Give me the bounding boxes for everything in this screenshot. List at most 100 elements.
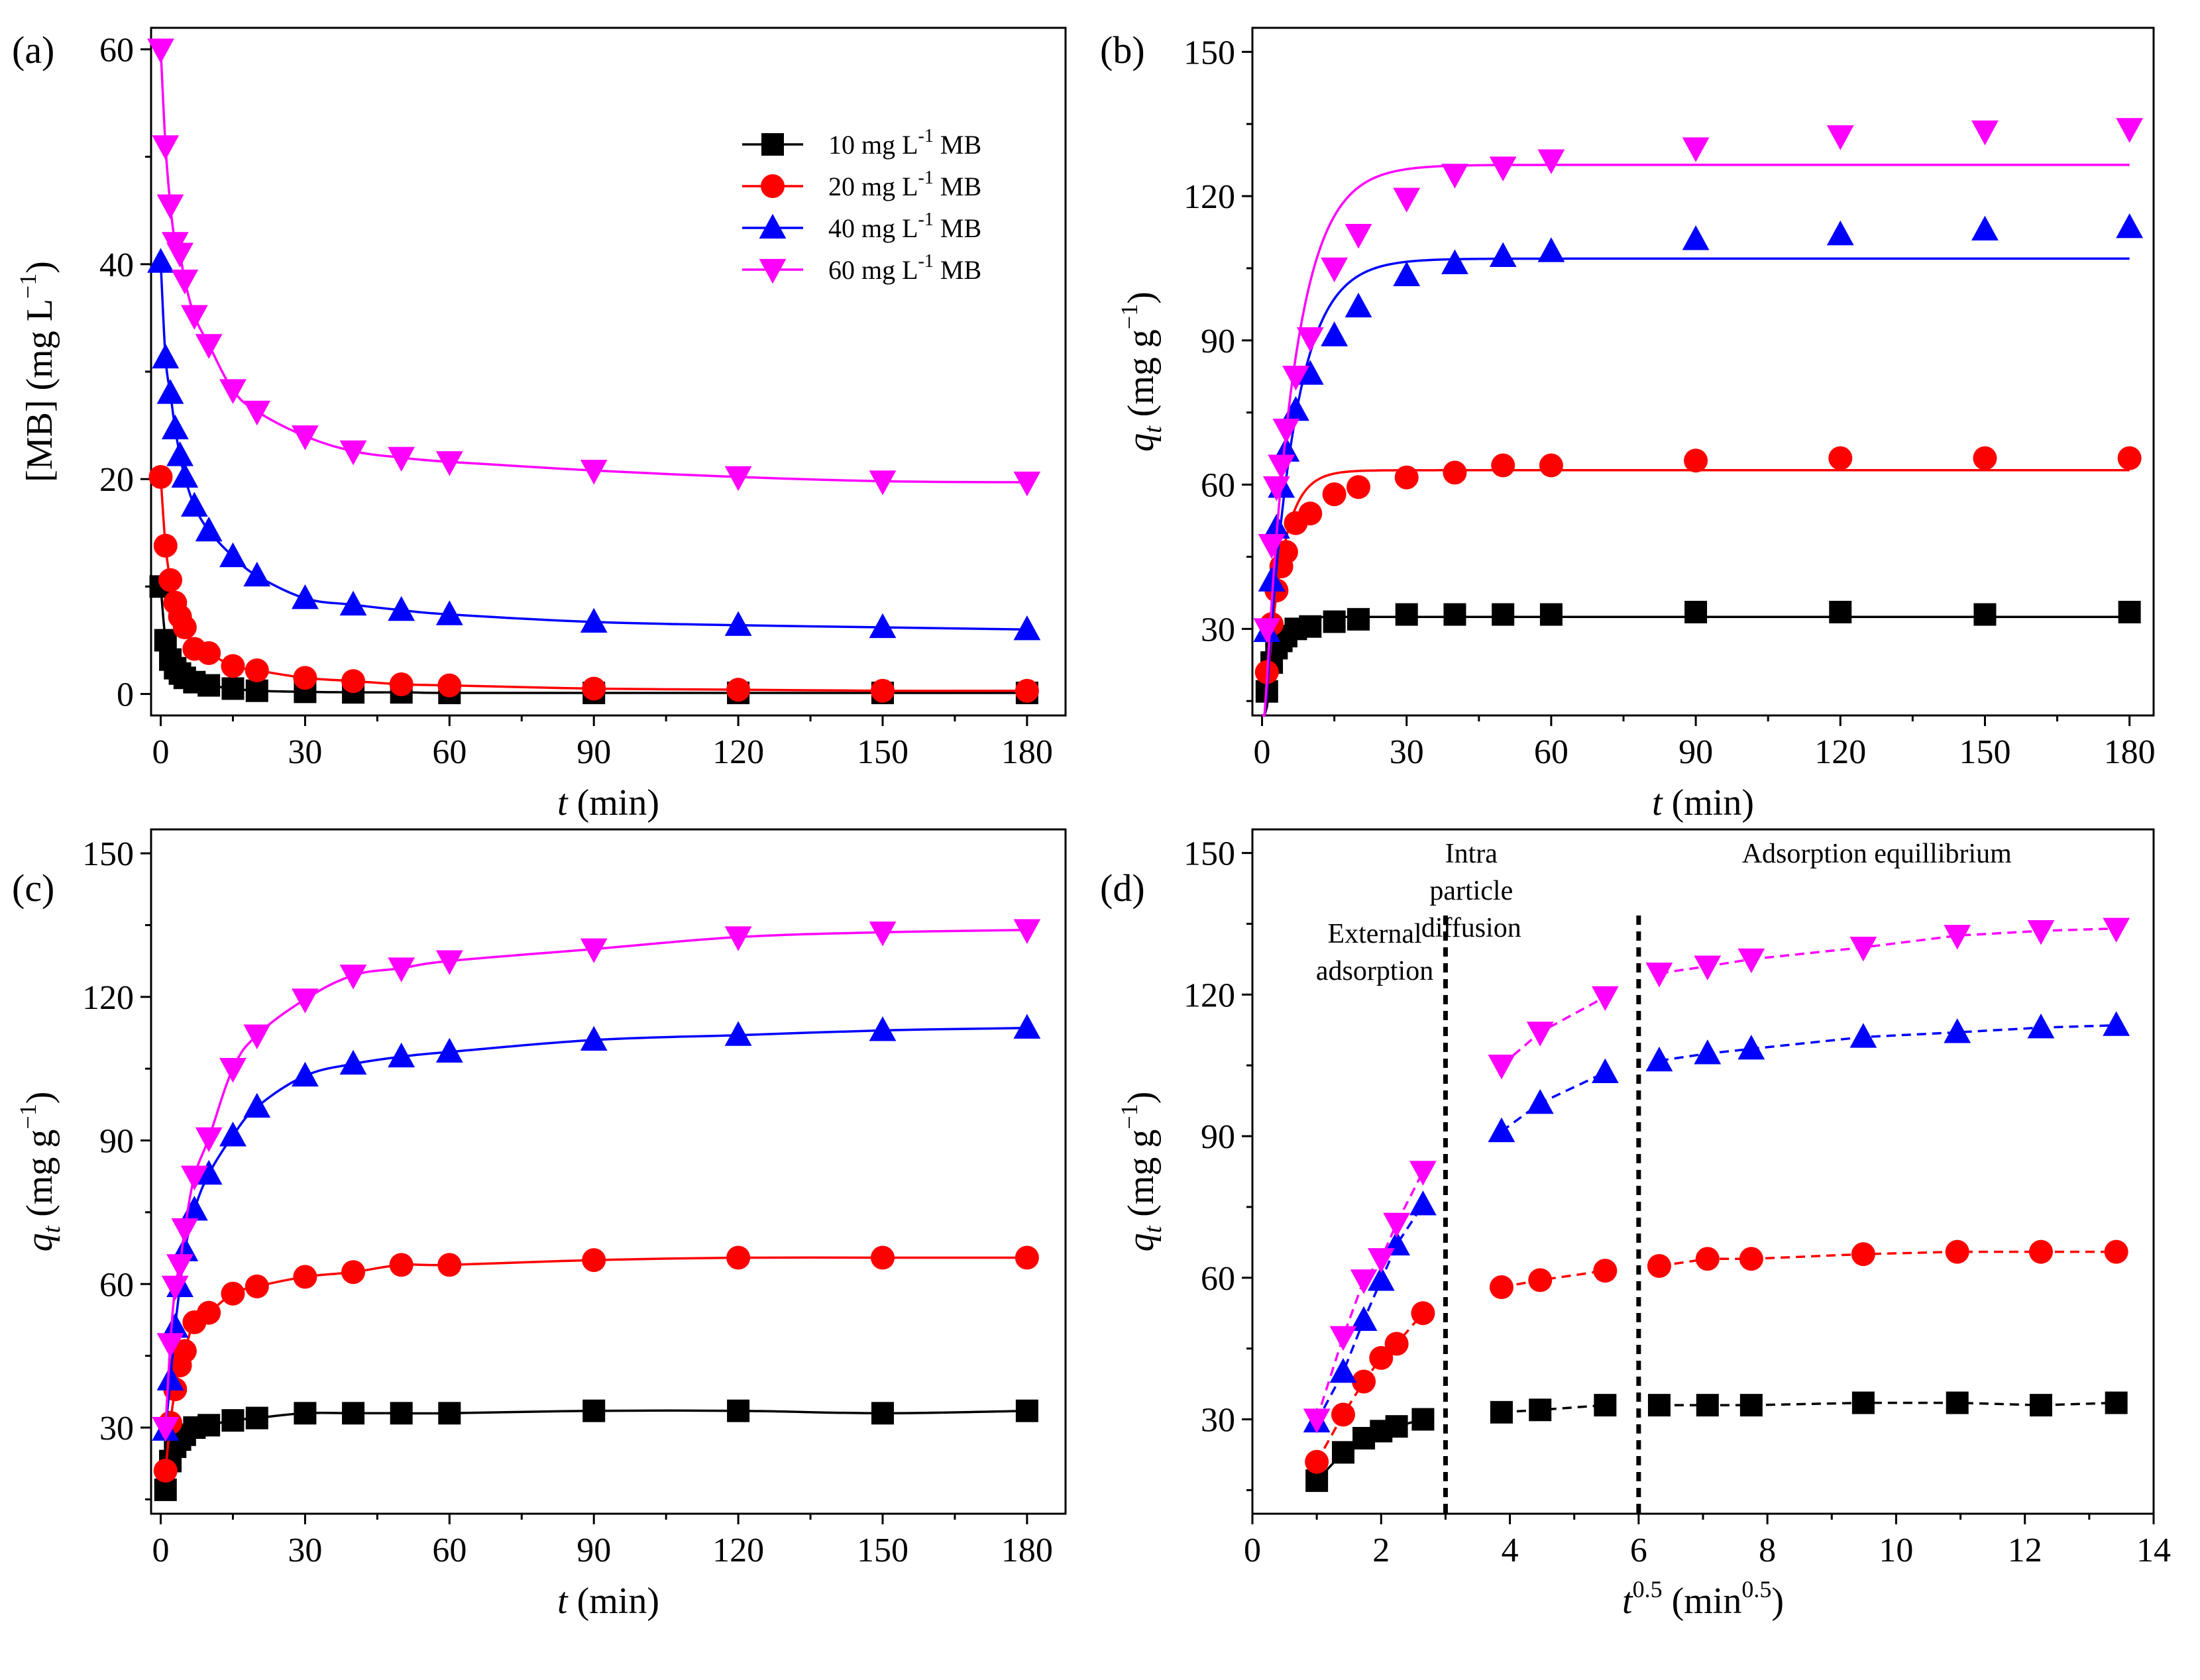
- data-point: [156, 1365, 184, 1391]
- plot-frame: [150, 828, 1067, 1515]
- data-point: [219, 379, 247, 404]
- y-tick-label: 90: [1201, 323, 1235, 360]
- fit-line-dashed: [1659, 927, 2117, 975]
- data-point: [219, 1122, 247, 1147]
- data-point: [1826, 220, 1854, 246]
- data-point: [869, 921, 897, 947]
- data-point: [195, 1127, 223, 1153]
- y-tick-label: 20: [99, 461, 134, 499]
- data-point: [2104, 1239, 2128, 1264]
- data-point: [1272, 418, 1300, 444]
- data-point: [1946, 1391, 1969, 1414]
- data-point: [1971, 120, 1999, 146]
- data-point: [582, 676, 606, 701]
- data-point: [435, 1037, 463, 1063]
- data-point: [1488, 1055, 1515, 1080]
- stage-annotation: Adsorption equillibrium: [1742, 839, 2012, 869]
- data-point: [1593, 1259, 1618, 1283]
- data-point: [1394, 465, 1419, 490]
- data-point: [1411, 1408, 1435, 1431]
- data-point: [869, 1016, 897, 1041]
- data-point: [1393, 261, 1421, 286]
- fit-curve: [1262, 164, 2130, 717]
- data-point: [1647, 1253, 1671, 1278]
- data-point: [1258, 534, 1286, 559]
- stage-annotation: Intra particle diffusion: [1421, 839, 1521, 943]
- data-point: [389, 672, 413, 696]
- data-point: [1647, 1394, 1671, 1417]
- data-point: [1393, 187, 1421, 213]
- data-point: [871, 1245, 895, 1270]
- data-point: [293, 1265, 317, 1289]
- data-point: [2118, 600, 2141, 623]
- panel-b: 0 30 60 90 120 150 180 30 60 90 120 150 t (min) qt (m…: [1100, 26, 2156, 823]
- y-axis-title: qt (mg g−1): [1116, 1092, 1167, 1252]
- panel-label: (d): [1100, 866, 1145, 910]
- fit-curve: [1262, 257, 2130, 717]
- data-point: [292, 1061, 319, 1087]
- series-1: [1305, 1391, 2128, 1493]
- data-point: [871, 1402, 894, 1425]
- series-4: [1303, 918, 2130, 1434]
- data-point: [1973, 446, 1997, 470]
- panel-d: 0 2 4 6 8 10 12 14 30 60 90 120 150 t0.5 (min0.5) qt (…: [1100, 828, 2171, 1622]
- data-point: [1488, 1117, 1515, 1143]
- legend-label: 40 mg L-1 MB: [828, 209, 981, 243]
- data-point: [1529, 1398, 1552, 1422]
- data-point: [1443, 603, 1466, 626]
- x-tick-label: 10: [1879, 1532, 1913, 1569]
- legend-marker: [761, 174, 785, 198]
- y-axis-title: [MB] (mg L−1): [15, 261, 60, 482]
- x-axis-title: t (min): [1652, 782, 1754, 823]
- fit-line-dashed: [1501, 1404, 1606, 1414]
- fit-line-dashed: [1501, 1269, 1606, 1288]
- data-point: [293, 666, 317, 690]
- data-point: [1013, 615, 1041, 641]
- series-2: [1254, 446, 2142, 717]
- data-point: [1274, 540, 1298, 564]
- x-tick-label: 90: [1678, 733, 1713, 771]
- data-point: [294, 1402, 317, 1425]
- x-tick-label: 180: [2104, 733, 2156, 771]
- data-point: [1739, 1394, 1763, 1417]
- data-point: [1329, 1358, 1357, 1383]
- data-point: [1945, 1239, 1969, 1264]
- fit-curve: [164, 1256, 1027, 1471]
- data-point: [2027, 1013, 2055, 1039]
- x-tick-label: 90: [577, 733, 611, 771]
- data-point: [153, 533, 178, 558]
- legend-label: 60 mg L-1 MB: [828, 251, 981, 285]
- data-point: [1329, 1326, 1357, 1351]
- data-point: [582, 1248, 606, 1273]
- x-tick-label: 4: [1502, 1532, 1519, 1569]
- x-tick-label: 6: [1630, 1532, 1647, 1569]
- data-point: [388, 957, 415, 982]
- x-axis-title: t (min): [557, 1581, 659, 1622]
- data-point: [1682, 225, 1710, 250]
- data-point: [1539, 453, 1563, 478]
- y-tick-label: 60: [99, 31, 134, 69]
- stage-annotation: External adsorption: [1316, 919, 1433, 986]
- data-point: [197, 1300, 221, 1325]
- data-point: [341, 1260, 366, 1285]
- x-tick-label: 150: [857, 1532, 908, 1569]
- data-point: [161, 1275, 189, 1301]
- data-point: [172, 615, 197, 640]
- data-point: [388, 446, 415, 472]
- data-point: [1737, 1035, 1765, 1060]
- y-axis-title: qt (mg g−1): [15, 1092, 66, 1252]
- data-point: [195, 334, 223, 359]
- data-point: [1645, 963, 1673, 988]
- data-point: [1253, 618, 1281, 643]
- data-point: [1015, 678, 1039, 703]
- y-tick-label: 120: [1183, 178, 1235, 216]
- y-tick-label: 120: [82, 979, 134, 1017]
- data-point: [292, 425, 319, 450]
- data-point: [1489, 1275, 1513, 1300]
- data-point: [438, 1402, 461, 1425]
- data-point: [245, 658, 269, 682]
- data-point: [1489, 242, 1517, 267]
- data-point: [1345, 292, 1372, 318]
- panel-label: (b): [1100, 28, 1145, 72]
- y-tick-label: 60: [1201, 1260, 1235, 1298]
